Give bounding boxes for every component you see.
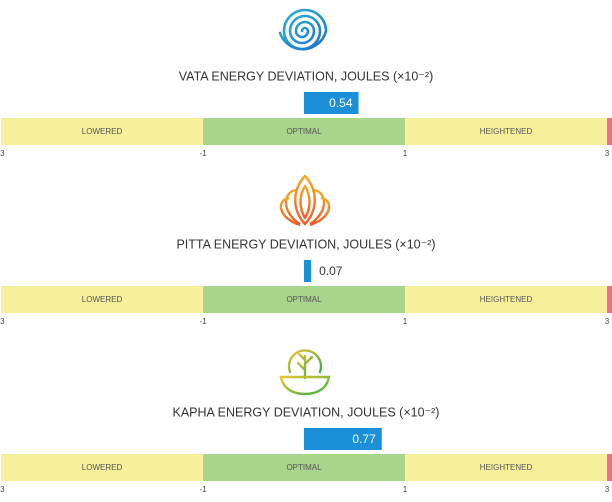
zone [1,454,203,481]
zone-label: HEIGHTENED [480,127,533,136]
value-bar [304,260,312,282]
tick-label: -1 [199,317,207,326]
zone-label: HEIGHTENED [480,295,533,304]
zone-label: OPTIMAL [286,295,322,304]
pitta-icon [279,174,331,227]
zone [607,118,612,145]
zone [203,454,405,481]
vata-icon [278,8,328,51]
tick-label: -1 [199,149,207,158]
value-label: 0.77 [352,432,376,446]
gauge-title: PITTA ENERGY DEVIATION, JOULES (×10⁻²) [176,237,435,251]
gauge-title: VATA ENERGY DEVIATION, JOULES (×10⁻²) [179,69,433,83]
kapha-icon [279,349,331,396]
zone-label: HEIGHTENED [480,463,533,472]
tick-label: 3 [605,317,610,326]
zone [1,286,203,313]
zone [607,286,612,313]
tick-label: 3 [605,485,610,494]
gauge-title: KAPHA ENERGY DEVIATION, JOULES (×10⁻²) [173,405,440,419]
tick-label: -3 [0,149,5,158]
value-bar [304,92,359,114]
value-label: 0.07 [319,264,343,278]
zone [203,286,405,313]
tick-label: -3 [0,485,5,494]
zone [405,286,607,313]
tick-label: 1 [403,149,408,158]
zone [405,118,607,145]
zone [1,118,203,145]
zone-label: OPTIMAL [286,127,322,136]
value-bar [304,428,382,450]
zone [203,118,405,145]
zone-label: LOWERED [82,463,123,472]
tick-label: 3 [605,149,610,158]
tick-label: -1 [199,485,207,494]
tick-label: 1 [403,485,408,494]
tick-label: 1 [403,317,408,326]
zone-label: LOWERED [82,295,123,304]
zone [607,454,612,481]
tick-label: -3 [0,317,5,326]
zone-label: OPTIMAL [286,463,322,472]
zone [405,454,607,481]
value-label: 0.54 [329,96,353,110]
zone-label: LOWERED [82,127,123,136]
